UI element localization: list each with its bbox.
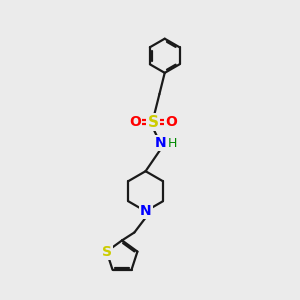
Text: S: S [147,115,158,130]
Text: S: S [102,244,112,259]
Text: H: H [168,137,177,150]
Text: O: O [129,115,141,129]
Text: O: O [165,115,177,129]
Text: N: N [154,136,166,150]
Text: N: N [140,204,152,218]
